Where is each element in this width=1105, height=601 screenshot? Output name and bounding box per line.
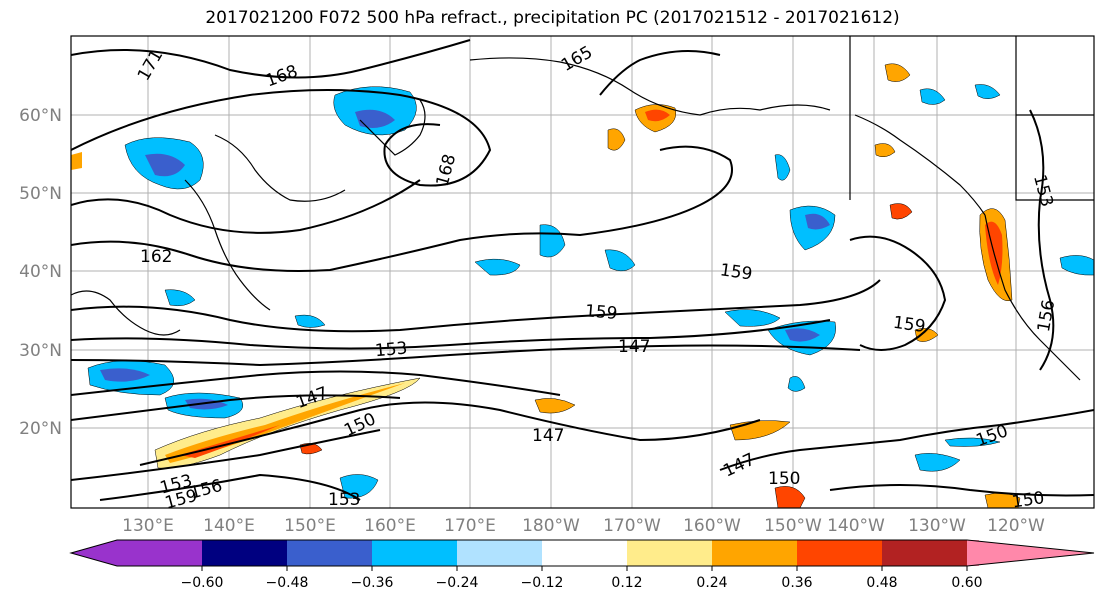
lat-label: 30°N: [19, 341, 62, 361]
lon-label: 140°E: [203, 516, 255, 536]
colorbar-tick-label: −0.36: [351, 575, 394, 591]
lat-label: 60°N: [19, 106, 62, 126]
colorbar-swatch: [117, 540, 202, 566]
colorbar-tick-label: −0.24: [436, 575, 479, 591]
colorbar-tick-label: 0.24: [696, 575, 727, 591]
map-title: 2017021200 F072 500 hPa refract., precip…: [205, 8, 900, 28]
lon-label: 160°W: [683, 516, 741, 536]
colorbar-swatch: [372, 540, 457, 566]
colorbar-swatch: [882, 540, 967, 566]
colorbar: −0.60 −0.48 −0.36 −0.24 −0.12 0.12 0.24 …: [69, 539, 1095, 591]
colorbar-tick-label: 0.36: [781, 575, 812, 591]
colorbar-swatch: [287, 540, 372, 566]
contour-label: 147: [532, 426, 564, 446]
coastlines: [71, 36, 1094, 381]
contour-label: 147: [618, 337, 650, 357]
colorbar-tick-label: 0.48: [866, 575, 897, 591]
colorbar-swatch: [542, 540, 627, 566]
lon-label: 180°W: [522, 516, 580, 536]
lon-label: 140°W: [827, 516, 885, 536]
colorbar-swatch: [627, 540, 712, 566]
contour-label: 150: [768, 469, 800, 489]
lon-label: 130°E: [122, 516, 174, 536]
negative-precip-areas: [87, 84, 1094, 499]
colorbar-tick-label: 0.60: [951, 575, 982, 591]
map-frame: [70, 35, 1095, 509]
lon-label: 150°E: [284, 516, 336, 536]
lat-label: 50°N: [19, 184, 62, 204]
colorbar-tick-label: 0.12: [611, 575, 642, 591]
colorbar-extend-right: [967, 540, 1094, 566]
longitude-labels: 130°E 140°E 150°E 160°E 170°E 180°W 170°…: [122, 516, 1045, 536]
colorbar-tick-label: −0.12: [521, 575, 564, 591]
lat-label: 20°N: [19, 419, 62, 439]
colorbar-swatch: [202, 540, 287, 566]
colorbar-swatch: [797, 540, 882, 566]
latitude-labels: 60°N 50°N 40°N 30°N 20°N: [19, 106, 62, 439]
contour-label: 159: [719, 260, 754, 284]
colorbar-swatch: [712, 540, 797, 566]
contour-label: 162: [140, 247, 172, 267]
contour-label: 159: [163, 486, 200, 514]
refractivity-contours: [71, 39, 1094, 501]
colorbar-tick-label: −0.60: [181, 575, 224, 591]
contour-label: 159: [892, 313, 927, 337]
lon-label: 120°W: [987, 516, 1045, 536]
colorbar-swatch: [457, 540, 542, 566]
contour-label: 153: [374, 339, 408, 362]
lat-label: 40°N: [19, 262, 62, 282]
colorbar-extend-left: [71, 540, 117, 566]
contour-label: 150: [1011, 488, 1046, 512]
map-panel: 171 168 165 168 162 159 159 159 153 147 …: [71, 36, 1094, 514]
contour-label: 159: [584, 301, 618, 324]
lon-label: 170°E: [444, 516, 496, 536]
colorbar-tick-label: −0.48: [266, 575, 309, 591]
contour-label: 153: [328, 490, 360, 510]
lon-label: 170°W: [603, 516, 661, 536]
lon-label: 150°W: [764, 516, 822, 536]
lon-label: 130°W: [908, 516, 966, 536]
lon-label: 160°E: [364, 516, 416, 536]
